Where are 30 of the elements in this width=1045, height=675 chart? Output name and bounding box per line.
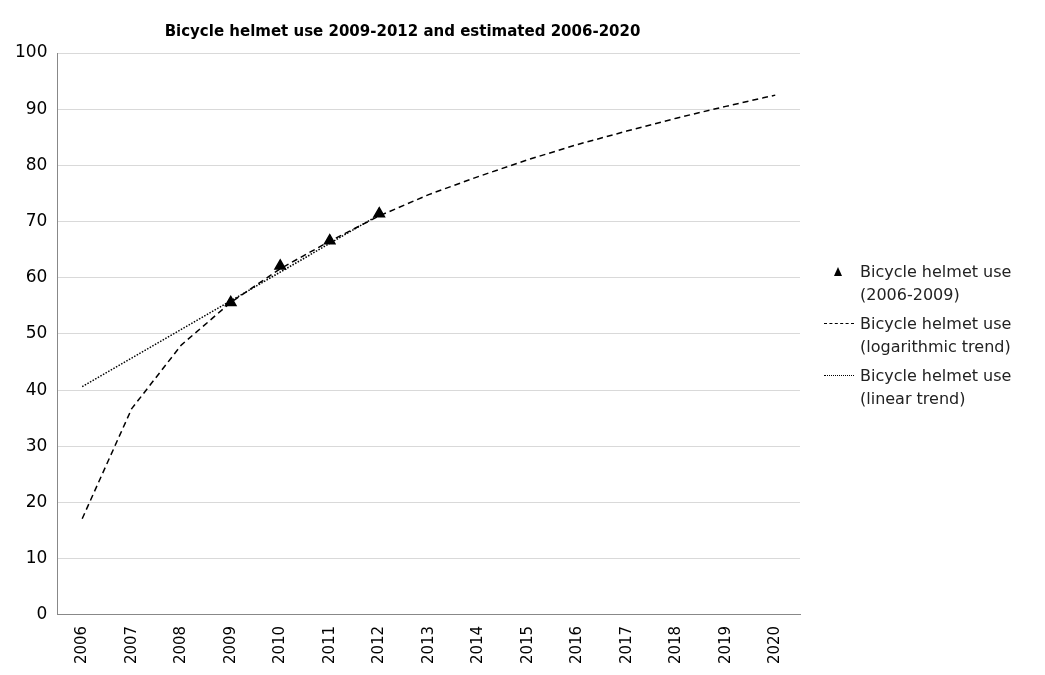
- y-tick-label: 90: [25, 97, 48, 118]
- legend-label: Bicycle helmet use (logarithmic trend): [860, 313, 1013, 358]
- y-tick-label: 70: [25, 209, 48, 230]
- y-tick-label: 50: [25, 322, 48, 343]
- x-tick-label: 2015: [517, 625, 536, 665]
- x-tick-label: 2020: [765, 625, 784, 665]
- legend-label: Bicycle helmet use (2006-2009): [860, 261, 1013, 306]
- x-tick-label: 2013: [418, 625, 437, 665]
- x-tick-label: 2012: [369, 625, 388, 665]
- y-tick-label: 20: [25, 490, 48, 511]
- y-tick-label: 30: [25, 434, 48, 455]
- x-tick-label: 2018: [666, 625, 685, 665]
- x-tick-label: 2016: [567, 625, 586, 665]
- x-tick-label: 2017: [616, 625, 635, 665]
- x-tick-label: 2010: [270, 625, 289, 665]
- x-tick-label: 2014: [468, 625, 487, 665]
- x-tick-label: 2007: [121, 625, 140, 665]
- y-tick-label: 60: [25, 266, 48, 287]
- x-tick-label: 2011: [319, 625, 338, 665]
- y-tick-label: 0: [36, 603, 48, 624]
- chart-title: Bicycle helmet use 2009-2012 and estimated 2006-2020: [164, 21, 641, 40]
- legend-label: Bicycle helmet use (linear trend): [860, 365, 1013, 410]
- y-tick-label: 100: [14, 41, 48, 62]
- x-tick-label: 2019: [715, 625, 734, 665]
- x-tick-label: 2006: [72, 625, 91, 665]
- y-tick-label: 80: [25, 153, 48, 174]
- x-tick-label: 2008: [171, 625, 190, 665]
- y-tick-label: 40: [25, 378, 48, 399]
- x-tick-label: 2009: [220, 625, 239, 665]
- y-tick-label: 10: [25, 547, 48, 568]
